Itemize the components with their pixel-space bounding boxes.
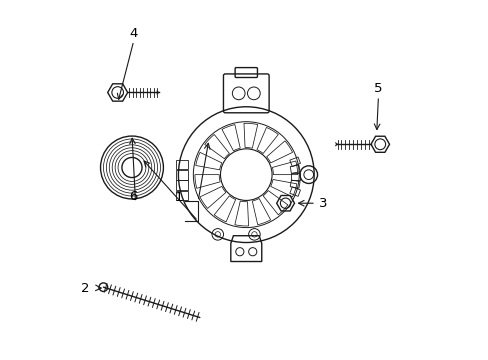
Bar [290, 173, 299, 180]
Bar [289, 157, 300, 166]
Bar [289, 180, 300, 188]
Text: 2: 2 [81, 283, 90, 296]
Bar [176, 159, 188, 169]
Text: 5: 5 [373, 82, 382, 95]
Text: 1: 1 [174, 192, 183, 204]
Bar [289, 187, 300, 196]
Text: 3: 3 [318, 197, 326, 210]
Text: 4: 4 [129, 27, 138, 40]
Bar [176, 191, 188, 201]
Bar [289, 165, 300, 174]
Text: 6: 6 [129, 190, 138, 203]
Bar [176, 180, 188, 190]
Bar [176, 170, 188, 180]
